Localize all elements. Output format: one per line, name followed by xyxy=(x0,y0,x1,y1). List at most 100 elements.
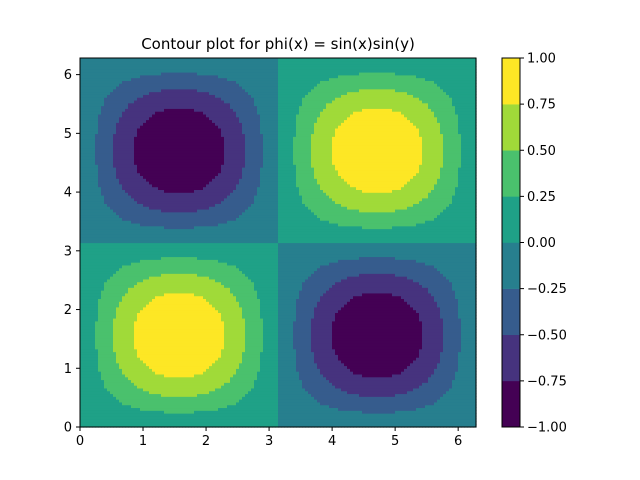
contour-cell xyxy=(92,58,96,62)
contour-cell xyxy=(86,181,90,185)
contour-cell xyxy=(134,178,138,182)
contour-cell xyxy=(122,362,126,367)
contour-cell xyxy=(110,262,114,266)
contour-cell xyxy=(95,320,99,325)
contour-cell xyxy=(86,309,90,313)
contour-cell xyxy=(125,424,129,428)
contour-cell xyxy=(125,234,129,238)
contour-cell xyxy=(113,220,117,224)
contour-cell xyxy=(101,80,105,84)
contour-cell xyxy=(110,116,114,121)
contour-cell xyxy=(95,253,99,258)
contour-cell xyxy=(107,331,111,336)
contour-cell xyxy=(92,83,96,87)
contour-cell xyxy=(140,273,144,277)
contour-cell xyxy=(128,74,132,79)
contour-cell xyxy=(95,334,99,339)
contour-cell xyxy=(116,351,120,355)
contour-cell xyxy=(95,368,99,372)
contour-cell xyxy=(83,351,87,355)
contour-cell xyxy=(89,245,93,249)
contour-cell xyxy=(131,379,135,383)
contour-cell xyxy=(122,365,126,369)
contour-cell xyxy=(113,80,117,84)
contour-cell xyxy=(107,345,111,350)
contour-cell xyxy=(80,292,84,297)
contour-cell xyxy=(98,323,102,327)
contour-cell xyxy=(101,290,105,294)
contour-cell xyxy=(107,144,111,149)
contour-cell xyxy=(131,208,135,213)
contour-cell xyxy=(128,267,132,272)
contour-cell xyxy=(101,133,105,137)
contour-cell xyxy=(116,413,120,417)
contour-cell xyxy=(95,158,99,163)
contour-cell xyxy=(125,136,129,140)
contour-cell xyxy=(83,239,87,244)
contour-cell xyxy=(89,71,93,76)
contour-cell xyxy=(125,331,129,336)
contour-cell xyxy=(89,259,93,263)
contour-cell xyxy=(80,267,84,272)
contour-cell xyxy=(140,292,144,297)
contour-cell xyxy=(110,368,114,372)
contour-cell xyxy=(95,164,99,168)
contour-cell xyxy=(86,270,90,274)
contour-cell xyxy=(119,407,123,411)
contour-cell xyxy=(89,362,93,367)
contour-cell xyxy=(140,141,144,146)
contour-cell xyxy=(119,189,123,193)
contour-cell xyxy=(101,97,105,101)
contour-cell xyxy=(128,102,132,107)
contour-cell xyxy=(92,287,96,291)
contour-cell xyxy=(95,331,99,336)
contour-cell xyxy=(92,183,96,188)
contour-cell xyxy=(95,58,99,62)
contour-cell xyxy=(140,127,144,132)
contour-cell xyxy=(89,365,93,369)
contour-cell xyxy=(137,116,141,121)
contour-cell xyxy=(83,421,87,425)
contour-cell xyxy=(101,105,105,109)
contour-cell xyxy=(98,175,102,179)
contour-cell xyxy=(89,58,93,62)
contour-cell xyxy=(104,382,108,386)
contour-cell xyxy=(101,401,105,406)
contour-cell xyxy=(107,284,111,288)
contour-cell xyxy=(131,94,135,98)
contour-cell xyxy=(89,116,93,121)
contour-cell xyxy=(113,407,117,411)
contour-cell xyxy=(125,127,129,132)
contour-cell xyxy=(92,74,96,79)
contour-cell xyxy=(116,167,120,171)
contour-cell xyxy=(119,317,123,322)
contour-cell xyxy=(122,208,126,213)
contour-cell xyxy=(89,387,93,392)
contour-cell xyxy=(107,270,111,274)
contour-cell xyxy=(80,393,84,397)
contour-cell xyxy=(101,153,105,157)
contour-cell xyxy=(98,415,102,420)
contour-cell xyxy=(122,413,126,417)
contour-cell xyxy=(116,147,120,151)
contour-cell xyxy=(86,365,90,369)
contour-cell xyxy=(101,270,105,274)
contour-cell xyxy=(89,404,93,409)
contour-cell xyxy=(95,413,99,417)
contour-cell xyxy=(95,273,99,277)
contour-cell xyxy=(89,228,93,232)
contour-cell xyxy=(110,413,114,417)
contour-cell xyxy=(110,66,114,70)
contour-cell xyxy=(83,393,87,397)
contour-cell xyxy=(128,413,132,417)
contour-cell xyxy=(89,94,93,98)
contour-cell xyxy=(110,85,114,90)
contour-cell xyxy=(104,144,108,149)
contour-cell xyxy=(113,396,117,400)
contour-cell xyxy=(116,399,120,403)
contour-cell xyxy=(134,253,138,258)
contour-cell xyxy=(125,217,129,221)
contour-cell xyxy=(128,133,132,137)
contour-cell xyxy=(119,368,123,372)
contour-cell xyxy=(137,164,141,168)
